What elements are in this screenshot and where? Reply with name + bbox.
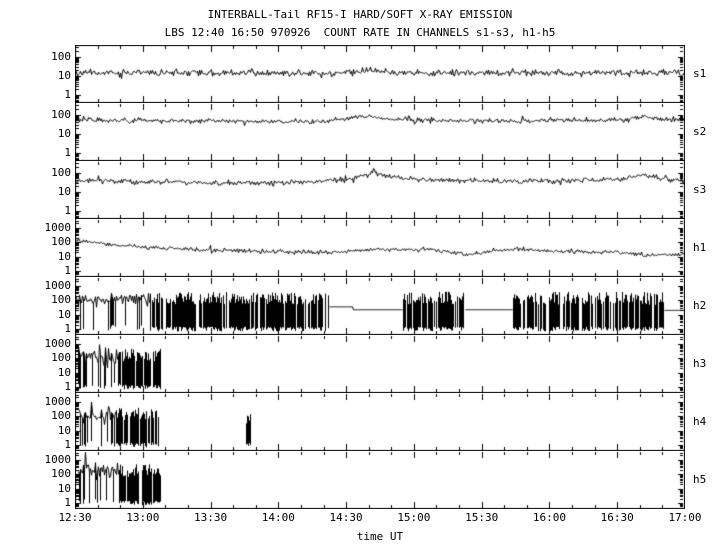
channel-label-s1: s1	[693, 67, 707, 80]
ytick-label-h3-10: 10	[57, 365, 71, 379]
channel-label-h3: h3	[693, 357, 707, 370]
panel-canvas-s2	[75, 103, 685, 161]
ytick-label-h4-1: 1	[64, 438, 71, 452]
ytick-label-h5-100: 100	[51, 467, 71, 481]
ytick-label-h3-1: 1	[64, 380, 71, 394]
ytick-label-h1-100: 100	[51, 235, 71, 249]
ytick-label-s1-100: 100	[51, 49, 71, 63]
xtick-label-16:00: 16:00	[532, 511, 566, 524]
panel-canvas-h2	[75, 277, 685, 335]
ytick-label-s3-10: 10	[57, 184, 71, 198]
ytick-label-h4-100: 100	[51, 409, 71, 423]
panel-canvas-s1	[75, 45, 685, 103]
ytick-label-h2-1: 1	[64, 322, 71, 336]
panel-canvas-h3	[75, 335, 685, 393]
ytick-label-s1-10: 10	[57, 68, 71, 82]
panel-canvas-h4	[75, 393, 685, 451]
xtick-label-13:00: 13:00	[126, 511, 160, 524]
ytick-label-h5-1000: 1000	[44, 452, 72, 466]
chart-title: INTERBALL-Tail RF15-I HARD/SOFT X-RAY EM…	[207, 8, 513, 21]
ytick-label-h1-1: 1	[64, 264, 71, 278]
ytick-label-h1-1000: 1000	[44, 220, 72, 234]
xtick-label-14:00: 14:00	[261, 511, 295, 524]
ytick-label-h2-10: 10	[57, 307, 71, 321]
xtick-label-17:00: 17:00	[668, 511, 702, 524]
ytick-label-s2-100: 100	[51, 107, 71, 121]
x-axis-label: time UT	[356, 530, 404, 543]
ytick-label-h5-10: 10	[57, 481, 71, 495]
xtick-label-14:30: 14:30	[329, 511, 363, 524]
ytick-label-s3-100: 100	[51, 165, 71, 179]
panel-canvas-h5	[75, 451, 685, 509]
chart-subtitle: LBS 12:40 16:50 970926 COUNT RATE IN CHA…	[164, 26, 556, 39]
panel-canvas-s3	[75, 161, 685, 219]
xtick-label-13:30: 13:30	[193, 511, 228, 524]
xtick-label-12:30: 12:30	[58, 511, 92, 524]
ytick-label-s2-10: 10	[57, 126, 71, 140]
ytick-label-s3-1: 1	[64, 204, 71, 218]
xtick-label-15:00: 15:00	[397, 511, 431, 524]
ytick-label-h4-10: 10	[57, 423, 71, 437]
channel-label-h1: h1	[693, 241, 707, 254]
channel-label-s3: s3	[693, 183, 707, 196]
ytick-label-h3-100: 100	[51, 351, 71, 365]
ytick-label-h2-1000: 1000	[44, 278, 72, 292]
ytick-label-h3-1000: 1000	[44, 336, 72, 350]
channel-label-s2: s2	[693, 125, 707, 138]
xtick-label-15:30: 15:30	[465, 511, 499, 524]
channel-label-h4: h4	[693, 415, 707, 428]
ytick-label-h2-100: 100	[51, 293, 71, 307]
xtick-label-16:30: 16:30	[600, 511, 634, 524]
ytick-label-h1-10: 10	[57, 249, 71, 263]
ytick-label-s2-1: 1	[64, 146, 71, 160]
panel-canvas-h1	[75, 219, 685, 277]
channel-label-h2: h2	[693, 299, 707, 312]
ytick-label-s1-1: 1	[64, 88, 71, 102]
ytick-label-h5-1: 1	[64, 496, 71, 510]
channel-label-h5: h5	[693, 473, 707, 486]
ytick-label-h4-1000: 1000	[44, 394, 72, 408]
